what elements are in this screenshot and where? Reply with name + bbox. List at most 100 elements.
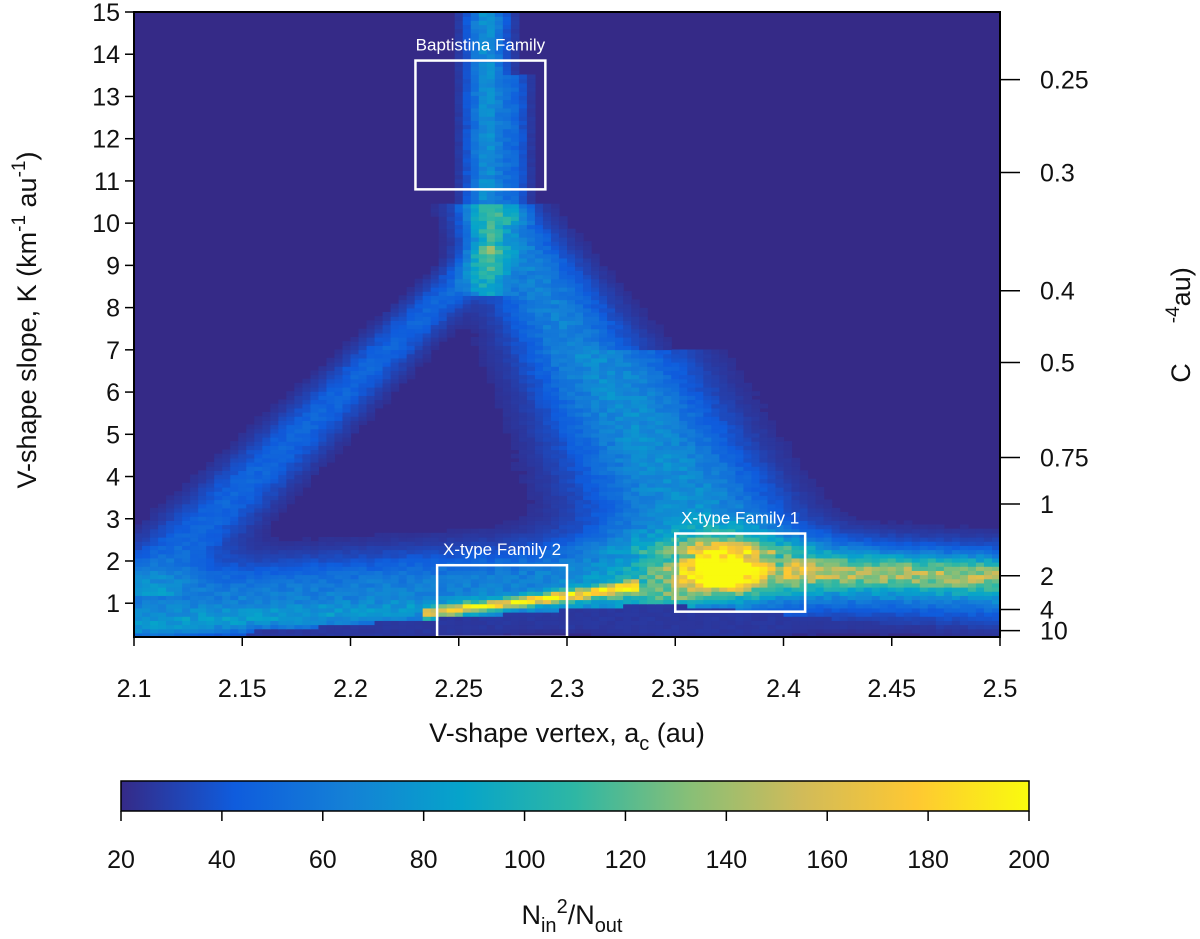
heatmap-cell	[823, 528, 833, 534]
heatmap-cell	[647, 362, 656, 367]
heatmap-cell	[791, 462, 801, 467]
heatmap-cell	[655, 507, 664, 513]
heatmap-cell	[150, 578, 159, 584]
heatmap-cell	[286, 557, 295, 563]
heatmap-cell	[278, 570, 287, 576]
heatmap-cell	[326, 624, 336, 630]
heatmap-cell	[198, 549, 207, 555]
heatmap-cell	[567, 374, 576, 380]
heatmap-cell	[334, 366, 344, 371]
heatmap-cell	[366, 366, 376, 371]
heatmap-cell	[671, 424, 680, 430]
heatmap-cell	[550, 420, 560, 426]
heatmap-cell	[991, 562, 1001, 567]
heatmap-cell	[759, 499, 769, 505]
heatmap-cell	[294, 441, 303, 446]
heatmap-cell	[534, 532, 544, 538]
heatmap-cell	[454, 570, 464, 576]
heatmap-cell	[879, 553, 889, 559]
heatmap-cell	[679, 520, 688, 526]
heatmap-cell	[542, 482, 552, 488]
heatmap-cell	[478, 582, 488, 588]
heatmap-cell	[735, 582, 745, 588]
heatmap-cell	[230, 537, 239, 542]
heatmap-cell	[583, 341, 592, 346]
heatmap-cell	[703, 628, 712, 634]
heatmap-cell	[182, 532, 191, 538]
heatmap-cell	[647, 474, 656, 480]
heatmap-cell	[502, 595, 512, 601]
heatmap-cell	[831, 537, 841, 542]
heatmap-cell	[575, 532, 584, 538]
heatmap-cell	[919, 528, 929, 534]
heatmap-cell	[190, 595, 199, 601]
heatmap-cell	[166, 595, 175, 601]
heatmap-cell	[190, 566, 199, 571]
heatmap-cell	[206, 466, 215, 471]
heatmap-cell	[631, 353, 640, 359]
heatmap-cell	[174, 499, 183, 505]
heatmap-cell	[534, 591, 544, 596]
heatmap-cell	[927, 612, 937, 617]
heatmap-cell	[735, 591, 745, 596]
heatmap-cell	[879, 595, 889, 601]
heatmap-cell	[591, 420, 600, 426]
heatmap-cell	[695, 424, 704, 430]
heatmap-cell	[454, 537, 464, 542]
heatmap-cell	[815, 524, 825, 530]
heatmap-cell	[607, 449, 616, 455]
heatmap-cell	[510, 432, 520, 438]
heatmap-cell	[286, 487, 295, 492]
heatmap-cell	[174, 545, 183, 551]
heatmap-cell	[246, 495, 255, 501]
heatmap-cell	[615, 557, 624, 563]
heatmap-cell	[687, 528, 696, 534]
heatmap-cell	[342, 387, 352, 392]
heatmap-cell	[911, 599, 921, 605]
heatmap-cell	[374, 378, 384, 384]
heatmap-cell	[262, 457, 271, 463]
heatmap-cell	[655, 562, 664, 567]
heatmap-cell	[807, 528, 817, 534]
heatmap-cell	[663, 482, 672, 488]
heatmap-cell	[575, 416, 584, 421]
heatmap-cell	[639, 353, 648, 359]
heatmap-cell	[558, 499, 568, 505]
heatmap-cell	[607, 570, 616, 576]
heatmap-cell	[238, 537, 247, 542]
heatmap-cell	[438, 541, 448, 546]
heatmap-cell	[751, 545, 761, 551]
heatmap-cell	[847, 591, 857, 596]
heatmap-cell	[358, 541, 368, 546]
heatmap-cell	[270, 437, 279, 442]
heatmap-cell	[150, 632, 159, 638]
heatmap-cell	[567, 532, 576, 538]
heatmap-cell	[823, 591, 833, 596]
heatmap-cell	[615, 382, 624, 388]
heatmap-cell	[567, 449, 576, 455]
heatmap-cell	[759, 416, 769, 421]
heatmap-cell	[350, 566, 360, 571]
heatmap-cell	[735, 541, 745, 546]
heatmap-cell	[615, 620, 624, 626]
heatmap-cell	[591, 387, 600, 392]
heatmap-cell	[647, 403, 656, 409]
heatmap-cell	[310, 445, 320, 451]
heatmap-cell	[759, 587, 769, 592]
heatmap-cell	[518, 449, 528, 455]
heatmap-cell	[815, 545, 825, 551]
heatmap-cell	[663, 349, 672, 355]
heatmap-cell	[494, 549, 504, 555]
heatmap-cell	[454, 587, 464, 592]
heatmap-cell	[775, 503, 785, 509]
heatmap-cell	[783, 616, 793, 621]
heatmap-cell	[422, 620, 432, 626]
heatmap-cell	[254, 428, 263, 434]
heatmap-cell	[422, 591, 432, 596]
heatmap-cell	[935, 545, 945, 551]
heatmap-cell	[775, 628, 785, 634]
heatmap-cell	[567, 495, 576, 501]
heatmap-cell	[591, 566, 600, 571]
heatmap-cell	[719, 412, 728, 417]
heatmap-cell	[230, 607, 239, 613]
